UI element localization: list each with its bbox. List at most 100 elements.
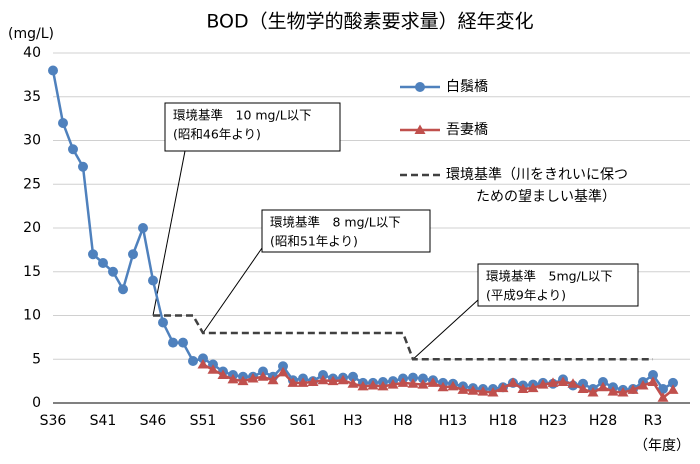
y-tick-label: 40 <box>23 45 41 61</box>
x-tick-label: H28 <box>589 413 617 429</box>
point <box>198 353 208 364</box>
point <box>387 379 399 389</box>
point <box>467 385 479 395</box>
x-tick-label: R3 <box>644 413 663 429</box>
x-tick-label: S61 <box>290 413 317 429</box>
annotation-text: (昭和46年より) <box>173 127 261 142</box>
point <box>188 356 198 366</box>
annotation-leader <box>202 247 263 334</box>
point <box>357 380 369 391</box>
annotation-text: 環境基準 5mg/L以下 <box>486 269 613 284</box>
point <box>637 380 649 390</box>
point <box>237 375 249 386</box>
point <box>48 65 58 76</box>
point <box>78 161 88 172</box>
point <box>417 379 429 389</box>
point <box>348 371 358 382</box>
point <box>307 376 319 386</box>
point <box>108 266 118 277</box>
annotation-text: 環境基準 10 mg/L以下 <box>173 108 312 123</box>
x-tick-label: S51 <box>190 413 217 429</box>
x-tick-label: S41 <box>90 413 117 429</box>
point <box>227 373 239 384</box>
annotation-box <box>261 209 431 253</box>
annotation-box <box>477 263 639 307</box>
y-tick-label: 35 <box>23 89 41 105</box>
y-tick-label: 25 <box>23 176 41 192</box>
point <box>667 384 679 394</box>
point <box>217 369 229 379</box>
annotation-leader <box>412 299 479 360</box>
point <box>418 373 428 384</box>
point <box>527 382 539 393</box>
annotation-leader <box>152 150 186 316</box>
x-tick-label: H13 <box>439 413 467 429</box>
point <box>537 379 549 389</box>
point <box>597 381 609 392</box>
point <box>407 378 419 388</box>
legend-marker <box>415 82 425 92</box>
y-tick-label: 30 <box>23 133 41 149</box>
annotation-text: (昭和51年より) <box>270 234 358 249</box>
legend-label: 環境基準（川をきれいに保つための望ましい基準） <box>446 166 628 205</box>
point <box>477 386 489 396</box>
point <box>647 376 659 386</box>
annotation-box <box>164 102 341 152</box>
y-tick-label: 5 <box>32 351 41 367</box>
point <box>497 382 509 393</box>
x-tick-label: H23 <box>539 413 567 429</box>
point <box>278 361 288 372</box>
point <box>257 371 269 381</box>
x-tick-label: S56 <box>240 413 267 429</box>
point <box>367 380 379 390</box>
point <box>98 258 108 268</box>
x-tick-label: H3 <box>343 413 362 429</box>
point <box>557 376 569 386</box>
annotation-text: 環境基準 8 mg/L以下 <box>270 215 401 230</box>
point <box>277 366 289 377</box>
point <box>118 284 128 295</box>
point <box>447 380 459 391</box>
point <box>668 377 678 388</box>
y-tick-label: 15 <box>23 264 41 280</box>
point <box>408 372 418 383</box>
annotation-text: (平成9年より) <box>486 288 566 303</box>
point <box>138 223 148 233</box>
x-tick-label: H8 <box>393 413 412 429</box>
y-axis-label: (mg/L) <box>8 26 54 42</box>
point <box>297 377 309 387</box>
point <box>68 144 78 155</box>
y-tick-label: 0 <box>32 395 41 411</box>
point <box>247 373 259 383</box>
point <box>197 359 209 369</box>
point <box>507 377 519 387</box>
point <box>437 381 449 392</box>
point <box>207 364 219 374</box>
chart-title: BOD（生物学的酸素要求量）経年変化 <box>206 11 533 33</box>
point <box>178 337 188 348</box>
point <box>457 384 469 394</box>
y-tick-label: 10 <box>23 308 41 324</box>
point <box>377 380 389 391</box>
point <box>327 375 339 386</box>
point <box>627 384 639 394</box>
x-axis-label: （年度） <box>634 438 690 454</box>
x-tick-label: S36 <box>40 413 67 429</box>
point <box>158 317 168 328</box>
point <box>148 275 158 286</box>
point <box>128 249 138 260</box>
point <box>648 370 658 380</box>
point <box>347 378 359 388</box>
point <box>287 377 299 387</box>
point <box>617 387 629 397</box>
point <box>587 387 599 397</box>
series-line <box>153 314 653 361</box>
point <box>607 386 619 396</box>
point <box>567 378 579 388</box>
point <box>317 374 329 385</box>
point <box>88 249 98 260</box>
point <box>427 377 439 387</box>
point <box>337 374 349 385</box>
x-tick-label: S46 <box>140 413 167 429</box>
